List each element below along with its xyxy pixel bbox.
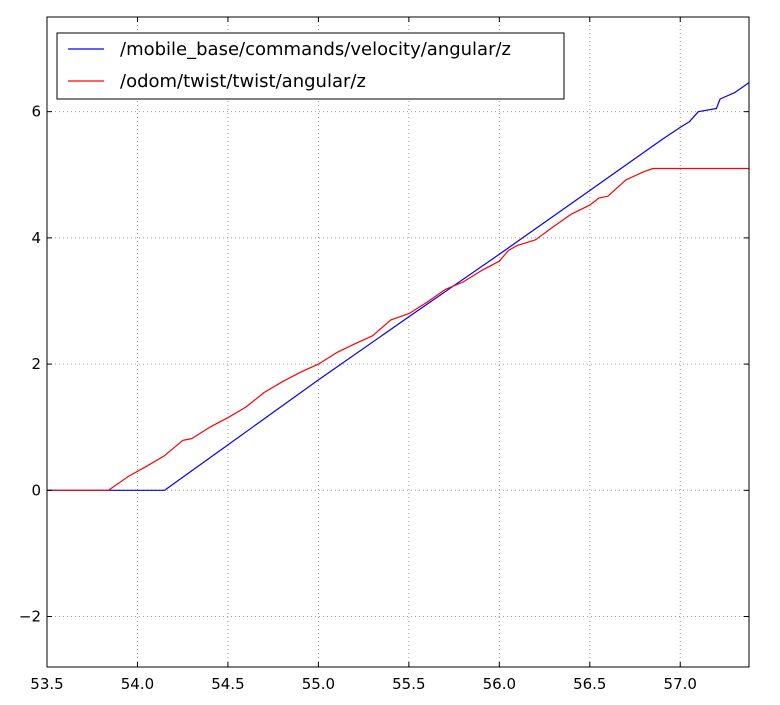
x-tick-label: 53.5 — [30, 675, 63, 693]
data-series — [47, 82, 750, 491]
legend-label-1: /mobile_base/commands/velocity/angular/z — [120, 39, 511, 60]
y-tick-label: 2 — [31, 355, 41, 373]
x-tick-label: 56.5 — [573, 675, 606, 693]
y-tick-label: −2 — [19, 608, 41, 626]
legend[interactable]: /mobile_base/commands/velocity/angular/z… — [56, 32, 565, 100]
x-tick-label: 55.0 — [302, 675, 335, 693]
x-tick-label: 57.0 — [664, 675, 697, 693]
legend-box — [56, 32, 565, 100]
axis-ticks: 53.5 54.0 54.5 55.0 55.5 56.0 56.5 57.0 −2 0 2 4 6 — [19, 17, 749, 693]
y-tick-label: 0 — [31, 481, 41, 499]
series-line-2 — [47, 167, 749, 491]
x-tick-label: 56.0 — [483, 675, 516, 693]
y-tick-label: 6 — [31, 103, 41, 121]
plot-frame — [46, 16, 750, 668]
y-tick-label: 4 — [31, 229, 41, 247]
x-tick-label: 55.5 — [392, 675, 425, 693]
x-tick-label: 54.0 — [121, 675, 154, 693]
legend-label-2: /odom/twist/twist/angular/z — [120, 71, 366, 92]
series-line-1 — [47, 82, 750, 491]
x-tick-label: 54.5 — [211, 675, 244, 693]
